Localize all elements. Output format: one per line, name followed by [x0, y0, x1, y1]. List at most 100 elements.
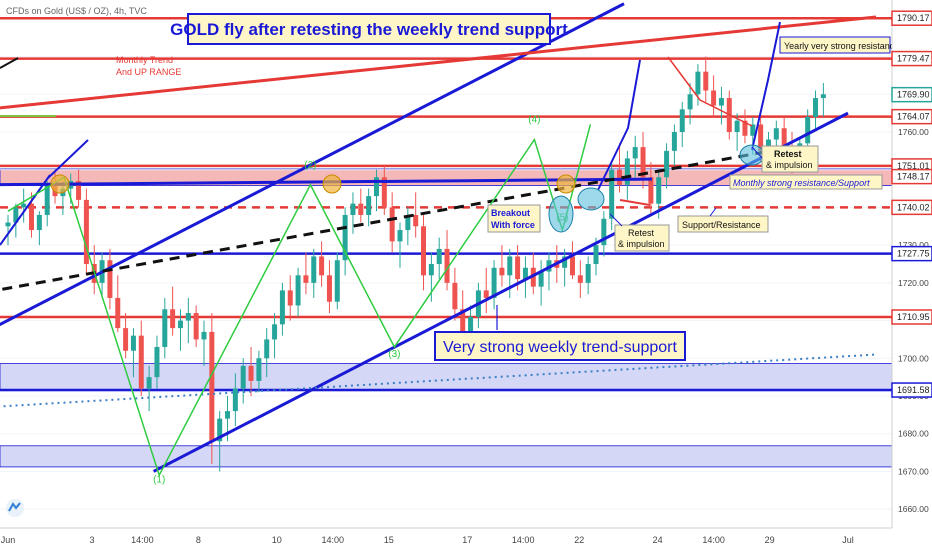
candle-body-2: [21, 203, 27, 208]
monthly-rs-box: [729, 174, 883, 190]
time-tick-6: 15: [384, 535, 394, 545]
candle-body-1: [13, 207, 19, 223]
price-label-0: 1790.17: [897, 13, 930, 23]
candle-body-36: [287, 290, 293, 306]
candle-body-13: [107, 260, 113, 298]
left-blue-stub-2: [47, 139, 89, 179]
annotation-yearly: Yearly very strong resistance: [784, 41, 899, 51]
candle-body-27: [217, 418, 223, 442]
candle-body-23: [185, 313, 191, 321]
candle-body-95: [750, 124, 756, 136]
price-label-9: 1691.58: [897, 385, 930, 395]
annotation-with-force: With force: [491, 220, 535, 230]
red-short-line: [619, 199, 651, 206]
candle-body-32: [256, 358, 262, 381]
cyan-marker-top: [739, 144, 765, 166]
candle-body-18: [146, 377, 152, 389]
candle-body-88: [695, 71, 701, 95]
candle-body-61: [483, 290, 489, 298]
candle-body-45: [358, 203, 364, 215]
price-label-1: 1779.47: [897, 54, 930, 64]
axis-tick-4: 1700.00: [898, 353, 929, 363]
orange-marker-3: [556, 174, 576, 194]
breakout-box: [487, 204, 541, 233]
candle-body-50: [397, 230, 403, 242]
arrow-support: [709, 207, 717, 217]
wave-label-2: (3): [388, 349, 400, 360]
logo-icon: [8, 502, 21, 512]
candle-body-41: [326, 275, 332, 302]
pointer-arrows: [496, 146, 763, 330]
candle-body-35: [279, 290, 285, 325]
candle-body-80: [632, 147, 638, 159]
candle-body-4: [36, 214, 42, 231]
markers: [50, 144, 765, 233]
candle-body-26: [209, 331, 215, 442]
candle-body-87: [687, 94, 693, 110]
axis-tick-6: 1720.00: [898, 278, 929, 288]
candle-body-94: [742, 120, 748, 136]
candle-body-17: [138, 335, 144, 389]
price-label-8: 1710.95: [897, 312, 930, 322]
price-label-4: 1751.01: [897, 161, 930, 171]
candle-body-103: [813, 98, 819, 117]
time-axis[interactable]: [0, 527, 932, 550]
left-blue-stub: [0, 174, 51, 246]
candle-body-29: [232, 388, 238, 412]
red-decline-line: [667, 56, 753, 127]
wave-label-3: (4): [528, 115, 540, 126]
title-box: [187, 13, 551, 45]
price-label-7: 1727.75: [897, 249, 930, 259]
trendline-monthly-resistance-support: [0, 177, 653, 187]
price-label-3: 1764.07: [897, 112, 930, 122]
time-tick-1: 3: [89, 535, 94, 545]
wave-label-1: (2): [304, 160, 316, 171]
candle-body-78: [617, 169, 623, 185]
annotation-retest-mid-box: Retest & impulsion: [614, 224, 670, 252]
time-tick-9: 22: [574, 535, 584, 545]
annotation-monthly-trend: Monthly Trend: [116, 55, 173, 65]
candle-body-51: [405, 214, 411, 231]
candle-body-21: [170, 309, 176, 329]
trendline-upper-channel: [0, 2, 625, 327]
candle-body-98: [773, 128, 779, 140]
time-tick-0: Jun: [1, 535, 16, 545]
time-tick-11: 14:00: [702, 535, 725, 545]
price-label-box-3: [891, 108, 932, 125]
axis-tick-2: 1680.00: [898, 429, 929, 439]
annotation-yearly-box: Yearly very strong resistance: [779, 36, 899, 54]
time-tick-10: 24: [653, 535, 663, 545]
annotation-monthly-rs-box: Monthly strong resistance/Support: [729, 174, 883, 190]
retest-top-box: [761, 145, 819, 173]
candle-body-10: [83, 199, 89, 264]
trendline-blue-dotted: [0, 353, 877, 408]
yearly-box: [779, 36, 891, 54]
candle-body-0: [5, 222, 11, 227]
time-tick-7: 17: [462, 535, 472, 545]
annotation-impulsion-top: & impulsion: [766, 160, 813, 170]
annotation-weekly-support: Very strong weekly trend-support: [443, 339, 677, 356]
time-ticks-layer: Jun 3 14:00 8 10 14:00 15 17 14:00 22 24 14:00 29 Jul: [1, 535, 854, 545]
candle-body-56: [444, 248, 450, 283]
annotation-retest-mid: Retest: [628, 228, 655, 238]
time-tick-2: 14:00: [131, 535, 154, 545]
candle-body-58: [460, 309, 466, 332]
support-resistance-box: [677, 215, 769, 233]
time-tick-13: Jul: [842, 535, 854, 545]
weekly-support-box: [434, 331, 686, 361]
extra-drawings: [0, 21, 781, 246]
price-label-6: 1740.02: [897, 202, 930, 212]
candle-body-59: [468, 316, 474, 332]
candle-body-44: [350, 203, 356, 215]
candle-body-3: [29, 203, 35, 231]
candle-body-73: [577, 275, 583, 283]
trendline-weekly-trend-support: [152, 111, 849, 473]
orange-marker-2: [322, 174, 342, 194]
trendlines-layer: [0, 2, 877, 473]
impulse-arrow-1: [597, 59, 641, 191]
candle-body-104: [820, 94, 826, 99]
price-label-box-8: [891, 309, 932, 325]
cyan-marker-retest: [577, 187, 605, 211]
